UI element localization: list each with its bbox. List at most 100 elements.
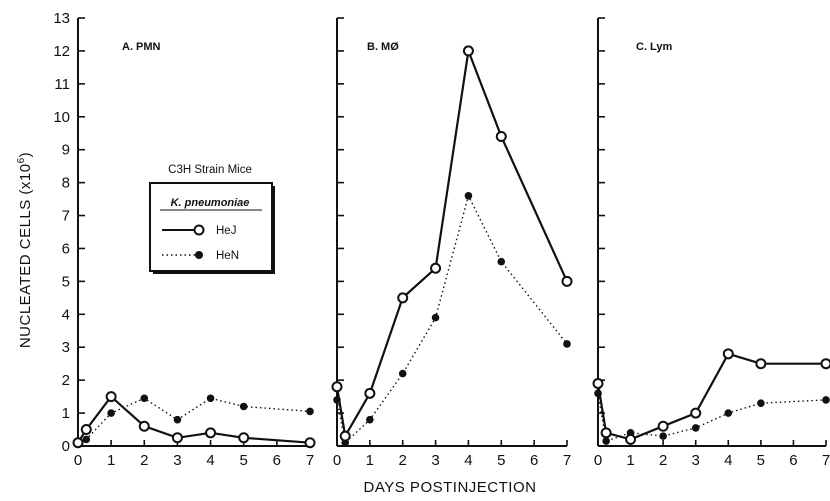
x-tick-label: 4 bbox=[464, 452, 472, 469]
legend-heading: C3H Strain Mice bbox=[168, 164, 252, 176]
data-point-hej bbox=[600, 427, 612, 439]
x-tick-label: 1 bbox=[107, 452, 115, 469]
data-point-hej bbox=[495, 131, 507, 143]
x-tick-label: 3 bbox=[692, 452, 700, 469]
y-tick-label: 1 bbox=[62, 405, 70, 422]
data-point-hej bbox=[755, 358, 767, 370]
x-tick-label: 3 bbox=[173, 452, 181, 469]
panel-title: C. Lym bbox=[636, 41, 672, 53]
x-tick-label: 5 bbox=[497, 452, 505, 469]
data-point-hej bbox=[238, 432, 250, 444]
x-tick-label: 0 bbox=[594, 452, 602, 469]
y-axis-title-close: ) bbox=[17, 152, 34, 158]
data-point-hej bbox=[592, 377, 604, 389]
series-line-hen bbox=[336, 193, 568, 445]
x-tick-label: 6 bbox=[273, 452, 281, 469]
legend-hej-marker bbox=[193, 224, 205, 236]
series-line-hej bbox=[77, 394, 311, 444]
y-tick-label: 10 bbox=[53, 109, 70, 126]
data-point-hen bbox=[107, 409, 115, 417]
y-axis-title-exponent: 6 bbox=[16, 157, 27, 163]
data-point-hej bbox=[138, 420, 150, 432]
y-tick-label: 2 bbox=[62, 372, 70, 389]
y-tick-label: 13 bbox=[53, 10, 70, 27]
panel-3: 0 1 2 3 4 5 6 7 C. Lym bbox=[592, 17, 830, 469]
x-tick-label: 6 bbox=[530, 452, 538, 469]
data-point-hej bbox=[80, 424, 92, 436]
panel-2: 0 1 2 3 4 5 6 7 B. MØ bbox=[331, 17, 573, 469]
data-point-hen bbox=[431, 313, 440, 322]
x-tick-label: 3 bbox=[431, 452, 439, 469]
x-tick-label: 1 bbox=[626, 452, 634, 469]
panel-title: B. MØ bbox=[367, 41, 399, 53]
data-point-hen bbox=[691, 424, 700, 432]
data-point-hen bbox=[757, 399, 765, 408]
data-point-hej bbox=[820, 358, 830, 370]
x-axis-title: DAYS POSTINJECTION bbox=[364, 479, 537, 496]
data-point-hej bbox=[72, 437, 84, 449]
legend-hen-label: HeN bbox=[216, 250, 239, 262]
legend-hen-marker bbox=[195, 251, 203, 259]
data-point-hej bbox=[171, 432, 183, 444]
y-tick-label: 11 bbox=[54, 76, 70, 93]
y-axis-title-text: NUCLEATED CELLS (x10 bbox=[17, 163, 34, 348]
data-point-hej bbox=[690, 407, 702, 419]
x-tick-label: 7 bbox=[822, 452, 830, 469]
y-tick-label: 3 bbox=[62, 339, 70, 356]
y-tick-label: 6 bbox=[62, 240, 70, 257]
x-tick-label: 5 bbox=[757, 452, 765, 469]
series-line-hej bbox=[596, 352, 826, 441]
data-point-hej bbox=[657, 420, 669, 432]
data-point-hen bbox=[659, 432, 667, 440]
x-tick-label: 0 bbox=[333, 452, 341, 469]
y-tick-label: 12 bbox=[53, 43, 70, 60]
data-point-hej bbox=[430, 262, 442, 274]
data-point-hen bbox=[398, 369, 407, 378]
y-tick-label: 7 bbox=[62, 208, 70, 225]
data-point-hej bbox=[397, 292, 409, 304]
data-point-hen bbox=[366, 415, 374, 424]
y-tick-label: 5 bbox=[62, 273, 70, 290]
x-tick-label: 2 bbox=[659, 452, 667, 469]
x-tick-label: 4 bbox=[206, 452, 214, 469]
x-tick-label: 6 bbox=[789, 452, 797, 469]
data-point-hen bbox=[140, 394, 149, 403]
legend-subheading: K. pneumoniae bbox=[171, 197, 250, 209]
legend-hej-label: HeJ bbox=[216, 225, 236, 237]
x-tick-label: 7 bbox=[306, 452, 314, 469]
data-point-hej bbox=[462, 45, 474, 57]
data-point-hej bbox=[364, 387, 376, 399]
x-tick-label: 2 bbox=[399, 452, 407, 469]
data-point-hej bbox=[561, 275, 573, 287]
x-tick-label: 0 bbox=[74, 452, 82, 469]
x-tick-label: 4 bbox=[724, 452, 732, 469]
x-tick-label: 2 bbox=[140, 452, 148, 469]
data-point-hej bbox=[722, 348, 734, 360]
legend-box-shadow-bottom bbox=[153, 271, 275, 274]
data-point-hej bbox=[625, 433, 637, 445]
data-point-hen bbox=[173, 415, 182, 424]
data-point-hej bbox=[105, 391, 117, 403]
legend: C3H Strain Mice K. pneumoniae HeJ HeN bbox=[149, 164, 275, 274]
x-tick-label: 1 bbox=[366, 452, 374, 469]
series-line-hen bbox=[77, 397, 311, 445]
data-point-hej bbox=[205, 427, 217, 439]
y-tick-label: 0 bbox=[62, 438, 70, 455]
series-line-hej bbox=[335, 46, 569, 440]
x-tick-label: 5 bbox=[240, 452, 248, 469]
y-axis-title: NUCLEATED CELLS (x106) bbox=[16, 152, 34, 348]
data-point-hen bbox=[602, 437, 610, 445]
data-point-hej bbox=[304, 437, 316, 449]
panel-title: A. PMN bbox=[122, 41, 161, 53]
data-point-hen bbox=[306, 407, 314, 416]
data-point-hen bbox=[497, 257, 506, 266]
y-tick-label: 8 bbox=[62, 175, 70, 192]
data-point-hen bbox=[563, 340, 571, 348]
data-point-hen bbox=[206, 394, 215, 403]
data-point-hen bbox=[724, 409, 733, 417]
data-point-hen bbox=[822, 396, 830, 404]
data-point-hen bbox=[239, 402, 248, 411]
